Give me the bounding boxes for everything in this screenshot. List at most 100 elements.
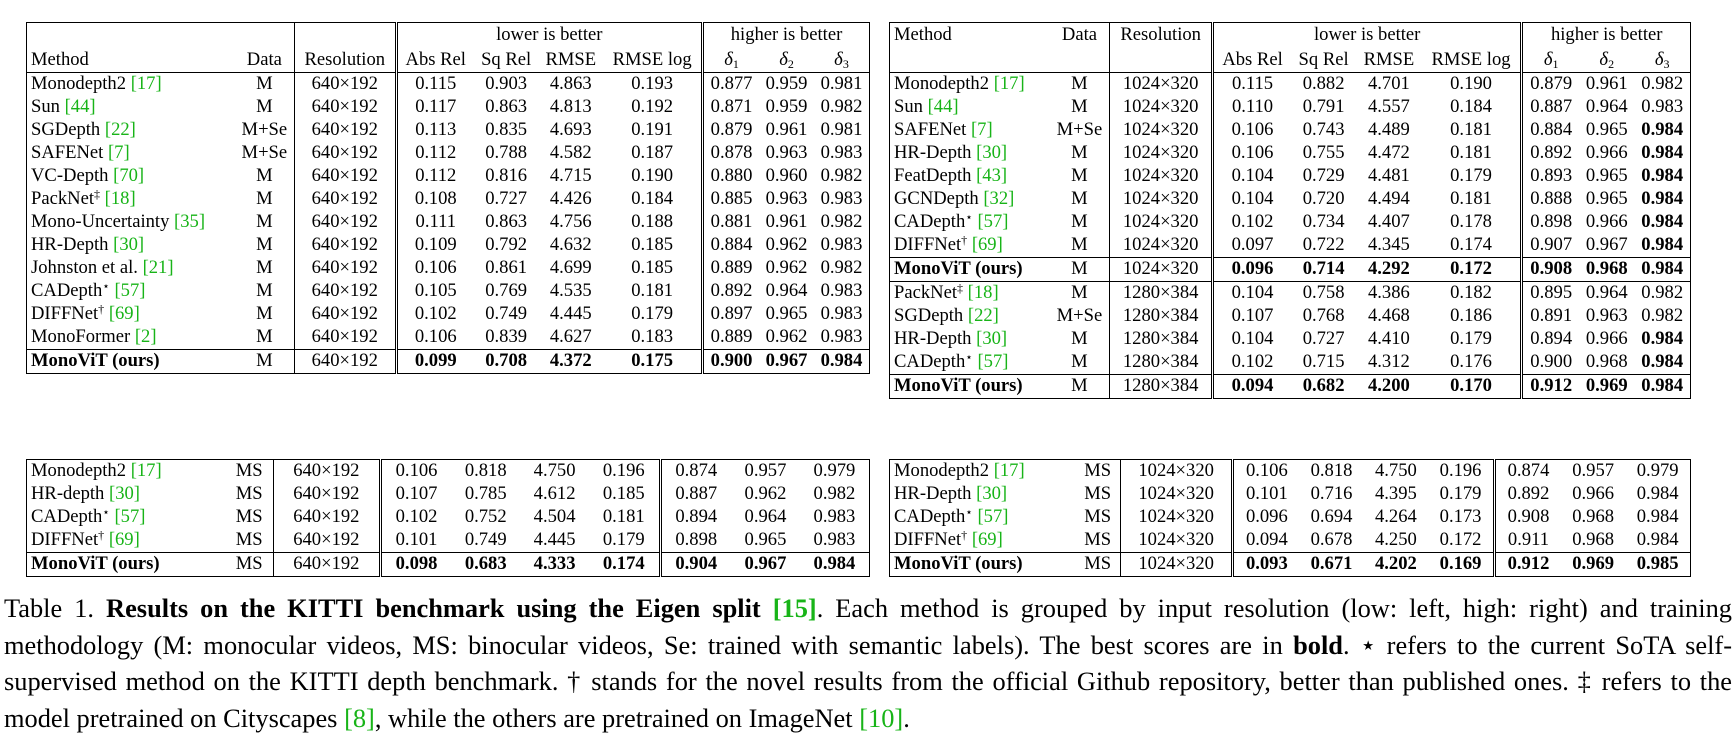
metric-value: 0.839 [485, 326, 528, 348]
metric-value: 0.984 [1634, 257, 1692, 282]
resolution-cell: 640×192 [272, 459, 381, 483]
citation-link[interactable]: [18] [967, 282, 999, 304]
metric-value: 4.756 [549, 211, 592, 233]
metric-value: 0.893 [1520, 165, 1580, 188]
method-name: MonoViT (ours) [31, 553, 160, 575]
caption-text: . ⋆ refers to the current SoTA self-supe… [4, 629, 1732, 733]
method-cell: CADepth⋆ [57] [888, 351, 1050, 375]
citation-link[interactable]: [57] [977, 506, 1009, 528]
metric-value: 0.912 [1493, 552, 1561, 577]
citation-link[interactable]: [17] [993, 460, 1025, 482]
citation-link[interactable]: [17] [130, 73, 162, 95]
citation-link[interactable]: [32] [983, 188, 1015, 210]
header-data-cell: Data [1049, 22, 1110, 48]
citation-link[interactable]: [7] [107, 142, 130, 164]
citation-link[interactable]: [30] [976, 142, 1008, 164]
data-cell: M [1071, 142, 1088, 164]
metric-value: 0.178 [1450, 211, 1492, 233]
citation-link[interactable]: [22] [104, 119, 136, 141]
citation-link[interactable]: [57] [114, 506, 146, 528]
metric-value: 0.979 [1625, 459, 1692, 483]
metric-value: 0.671 [1299, 552, 1364, 577]
citation-link[interactable]: [70] [113, 165, 145, 187]
citation-link[interactable]: [43] [976, 165, 1008, 187]
table-row: MonoViT (ours) MS 640×192 0.098 0.683 4.333 0.… [26, 552, 870, 577]
metric-value: 0.111 [394, 211, 474, 234]
table-row: MonoViT (ours) MS 1024×320 0.093 0.671 4.202 0… [889, 552, 1692, 577]
method-cell: CADepth⋆ [57] [889, 506, 1076, 529]
column-header-delta: δ1 [1520, 48, 1580, 73]
citation-link[interactable]: [30] [109, 483, 140, 505]
citation-link[interactable]: [30] [976, 328, 1008, 350]
method-name: HR-Depth [894, 142, 972, 164]
citation-link[interactable]: [21] [142, 257, 174, 279]
resolution-cell: 1280×384 [1109, 374, 1213, 399]
metric-value: 4.472 [1367, 142, 1410, 164]
resolution-cell: 1280×384 [1109, 328, 1213, 351]
header-method-cell [25, 22, 235, 48]
citation-link[interactable]: [44] [64, 96, 96, 118]
resolution-cell: 1024×320 [1109, 257, 1213, 282]
group-label-lower-is-better: lower is better [496, 24, 603, 46]
method-name: HR-Depth [894, 483, 972, 505]
method-name: Monodepth2 [894, 460, 990, 482]
caption-citation[interactable]: [15] [772, 593, 817, 623]
method-name: FeatDepth [894, 165, 972, 187]
citation-link[interactable]: [57] [114, 280, 146, 302]
citation-link[interactable]: [69] [108, 303, 140, 325]
delta-letter: δ [779, 48, 788, 70]
metric-value: 0.172 [1421, 257, 1522, 282]
resolution-cell: 640×192 [293, 280, 397, 303]
citation-link[interactable]: [44] [927, 96, 959, 118]
citation-link[interactable]: [30] [113, 234, 145, 256]
table-caption: Table 1. Results on the KITTI benchmark … [4, 590, 1732, 736]
metric-value: 0.982 [813, 96, 870, 119]
metric-value: 0.965 [1585, 119, 1628, 141]
citation-link[interactable]: [69] [108, 529, 140, 551]
metric-value: 0.106 [1210, 142, 1292, 165]
citation-link[interactable]: [30] [976, 483, 1008, 505]
caption-title: Results on the KITTI benchmark using the… [106, 593, 817, 623]
header-row: Abs Rel Sq Rel RMSE RMSE log δ1 δ2 δ3 [888, 48, 1692, 73]
citation-link[interactable]: [17] [130, 460, 162, 482]
metric-value: 0.099 [394, 349, 474, 374]
metric-value: 0.752 [464, 506, 507, 528]
method-name: CADepth [894, 351, 966, 373]
method-cell: MonoViT (ours) [26, 552, 226, 577]
data-cell: MS [1084, 483, 1112, 505]
metric-value: 0.181 [602, 506, 645, 528]
metric-value: 4.407 [1367, 211, 1410, 233]
citation-link[interactable]: [22] [967, 305, 999, 327]
metric-value: 0.963 [765, 142, 808, 164]
citation-link[interactable]: [18] [104, 188, 136, 210]
metric-value: 0.884 [701, 234, 760, 257]
metric-value: 0.192 [631, 96, 674, 118]
metric-value: 0.181 [1450, 188, 1492, 210]
citation-link[interactable]: [7] [970, 119, 993, 141]
metric-value: 0.982 [1634, 281, 1692, 305]
citation-link[interactable]: [57] [977, 351, 1009, 373]
metric-value: 0.097 [1210, 234, 1292, 258]
citation-link[interactable]: [35] [174, 211, 206, 233]
metric-value: 0.105 [394, 280, 474, 303]
method-cell: DIFFNet† [69] [25, 303, 235, 326]
metric-value: 0.969 [1560, 552, 1626, 577]
caption-citation[interactable]: [10] [859, 702, 904, 733]
metric-value: 0.716 [1310, 483, 1353, 505]
citation-link[interactable]: [57] [977, 211, 1009, 233]
metric-value: 0.104 [1210, 281, 1292, 305]
metric-value: 0.791 [1302, 96, 1345, 118]
metric-value: 0.743 [1302, 119, 1345, 141]
resolution-cell: 1024×320 [1109, 234, 1213, 258]
metric-value: 0.769 [485, 280, 528, 302]
citation-link[interactable]: [17] [993, 73, 1025, 95]
caption-citation[interactable]: [8] [344, 702, 375, 733]
method-name: DIFFNet [894, 234, 962, 256]
resolution-cell: 1024×320 [1109, 188, 1213, 211]
citation-link[interactable]: [69] [971, 529, 1003, 551]
citation-link[interactable]: [69] [971, 234, 1003, 256]
metric-value: 0.816 [485, 165, 528, 187]
table-row: Mono-Uncertainty [35] M 640×192 0.111 0.863 4… [25, 211, 870, 234]
citation-link[interactable]: [2] [134, 326, 157, 348]
method-cell: HR-Depth [30] [888, 328, 1050, 351]
